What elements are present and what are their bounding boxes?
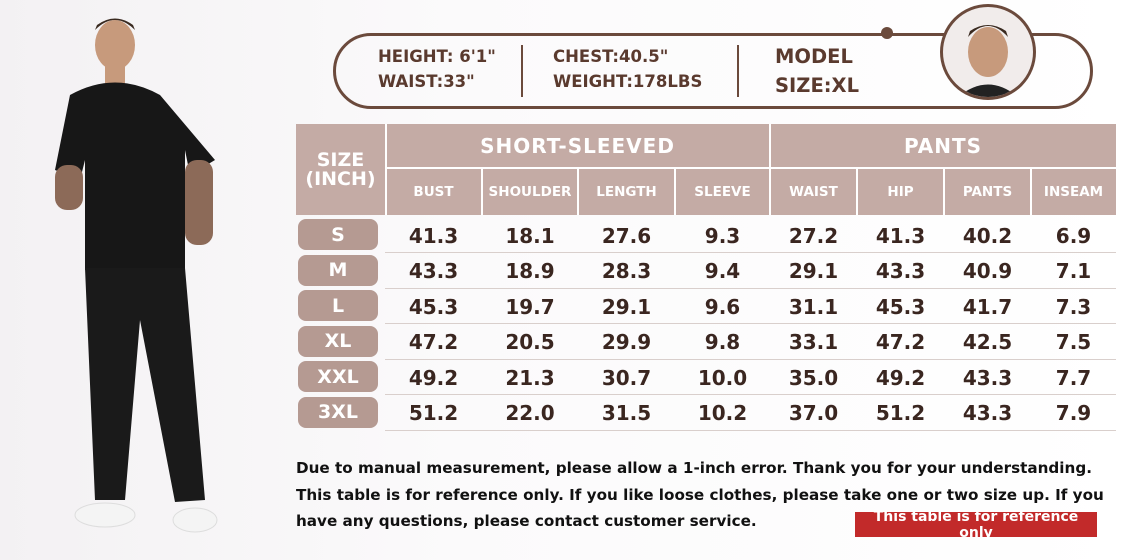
cell: 18.1 bbox=[505, 223, 555, 248]
cell: 41.7 bbox=[962, 294, 1013, 319]
column-header: INSEAM bbox=[1043, 184, 1104, 200]
divider bbox=[674, 169, 676, 215]
divider bbox=[1030, 169, 1032, 215]
row-line bbox=[385, 323, 1116, 324]
column-header: SLEEVE bbox=[694, 184, 751, 200]
cell: 31.1 bbox=[788, 294, 839, 319]
cell: 6.9 bbox=[1055, 223, 1092, 248]
divider bbox=[769, 124, 771, 215]
cell: 51.2 bbox=[408, 401, 459, 425]
cell: 37.0 bbox=[788, 401, 839, 425]
cell: 29.1 bbox=[788, 259, 839, 283]
cell: 43.3 bbox=[875, 259, 926, 283]
cell: 7.1 bbox=[1055, 259, 1092, 283]
cell: 45.3 bbox=[408, 294, 459, 319]
size-pill: S bbox=[298, 219, 378, 250]
cell: 20.5 bbox=[505, 330, 555, 354]
cell: 29.1 bbox=[601, 294, 652, 319]
cell: 33.1 bbox=[788, 330, 839, 354]
cell: 29.9 bbox=[601, 330, 652, 354]
divider bbox=[737, 45, 739, 97]
cell: 41.3 bbox=[408, 223, 459, 248]
row-line bbox=[385, 252, 1116, 253]
divider bbox=[481, 169, 483, 215]
cell: 19.7 bbox=[505, 294, 555, 319]
cell: 18.9 bbox=[505, 259, 555, 283]
cell: 47.2 bbox=[408, 330, 459, 354]
cell: 27.2 bbox=[788, 223, 839, 248]
group-title: PANTS bbox=[903, 134, 983, 158]
divider bbox=[770, 167, 1116, 169]
divider bbox=[385, 124, 387, 215]
column-header: WAIST bbox=[789, 184, 838, 200]
cell: 7.3 bbox=[1055, 294, 1092, 319]
cell: 7.7 bbox=[1055, 365, 1092, 390]
cell: 28.3 bbox=[601, 259, 652, 283]
cell: 51.2 bbox=[875, 401, 926, 425]
height: HEIGHT: 6'1" bbox=[378, 47, 496, 66]
model-portrait bbox=[940, 4, 1036, 100]
row-line bbox=[385, 287, 1116, 289]
model-label: MODEL bbox=[775, 45, 853, 68]
cell: 21.3 bbox=[505, 365, 555, 390]
cell: 43.3 bbox=[408, 259, 459, 283]
row-line bbox=[385, 394, 1116, 395]
row-line bbox=[385, 429, 1116, 431]
model-figure bbox=[55, 18, 218, 533]
group-title: SHORT-SLEEVED bbox=[480, 134, 675, 158]
cell: 42.5 bbox=[962, 330, 1013, 354]
divider bbox=[521, 45, 523, 97]
size-pill: L bbox=[298, 290, 378, 321]
divider bbox=[943, 169, 945, 215]
cell: 10.0 bbox=[697, 365, 748, 390]
dot bbox=[881, 27, 893, 39]
cell: 30.7 bbox=[601, 365, 652, 390]
cell: 9.3 bbox=[704, 223, 741, 248]
cell: 35.0 bbox=[788, 365, 839, 390]
column-header: BUST bbox=[413, 184, 454, 200]
cell: 9.8 bbox=[704, 330, 741, 354]
cell: 31.5 bbox=[601, 401, 652, 425]
divider bbox=[577, 169, 579, 215]
waist: WAIST:33" bbox=[378, 72, 475, 91]
cell: 27.6 bbox=[601, 223, 652, 248]
cell: 43.3 bbox=[962, 401, 1013, 425]
chest: CHEST:40.5" bbox=[553, 47, 669, 66]
cell: 49.2 bbox=[408, 365, 459, 390]
size-header-line: SIZE bbox=[316, 148, 365, 171]
size-pill: XL bbox=[298, 325, 378, 357]
size-header-line: (INCH) bbox=[305, 167, 376, 190]
model-info-box bbox=[333, 33, 1093, 109]
size-header: SIZE (INCH) bbox=[296, 124, 385, 215]
badge: This table is for reference only bbox=[855, 509, 1097, 541]
column-header: PANTS bbox=[962, 184, 1013, 200]
cell: 41.3 bbox=[875, 223, 926, 248]
cell: 7.9 bbox=[1055, 401, 1092, 425]
divider bbox=[856, 169, 858, 215]
column-header: SHOULDER bbox=[488, 184, 572, 200]
cell: 45.3 bbox=[875, 294, 926, 319]
cell: 40.2 bbox=[962, 223, 1013, 248]
column-header: HIP bbox=[887, 184, 914, 200]
cell: 49.2 bbox=[875, 365, 926, 390]
cell: 22.0 bbox=[505, 401, 555, 425]
header-bg bbox=[296, 124, 1116, 215]
column-header: LENGTH bbox=[596, 184, 657, 200]
cell: 7.5 bbox=[1055, 330, 1092, 354]
size-pill: M bbox=[298, 254, 378, 286]
model-size: SIZE:XL bbox=[775, 74, 860, 97]
divider bbox=[385, 167, 770, 169]
cell: 9.4 bbox=[704, 259, 741, 283]
cell: 47.2 bbox=[875, 330, 926, 354]
cell: 43.3 bbox=[962, 365, 1013, 390]
weight: WEIGHT:178LBS bbox=[553, 72, 703, 91]
cell: 10.2 bbox=[697, 401, 748, 425]
note: Due to manual measurement, please allow … bbox=[296, 459, 1104, 530]
row-line bbox=[385, 358, 1116, 360]
size-pill: 3XL bbox=[298, 396, 378, 428]
cell: 40.9 bbox=[962, 259, 1013, 283]
cell: 9.6 bbox=[704, 294, 741, 319]
size-pill: XXL bbox=[298, 361, 378, 392]
